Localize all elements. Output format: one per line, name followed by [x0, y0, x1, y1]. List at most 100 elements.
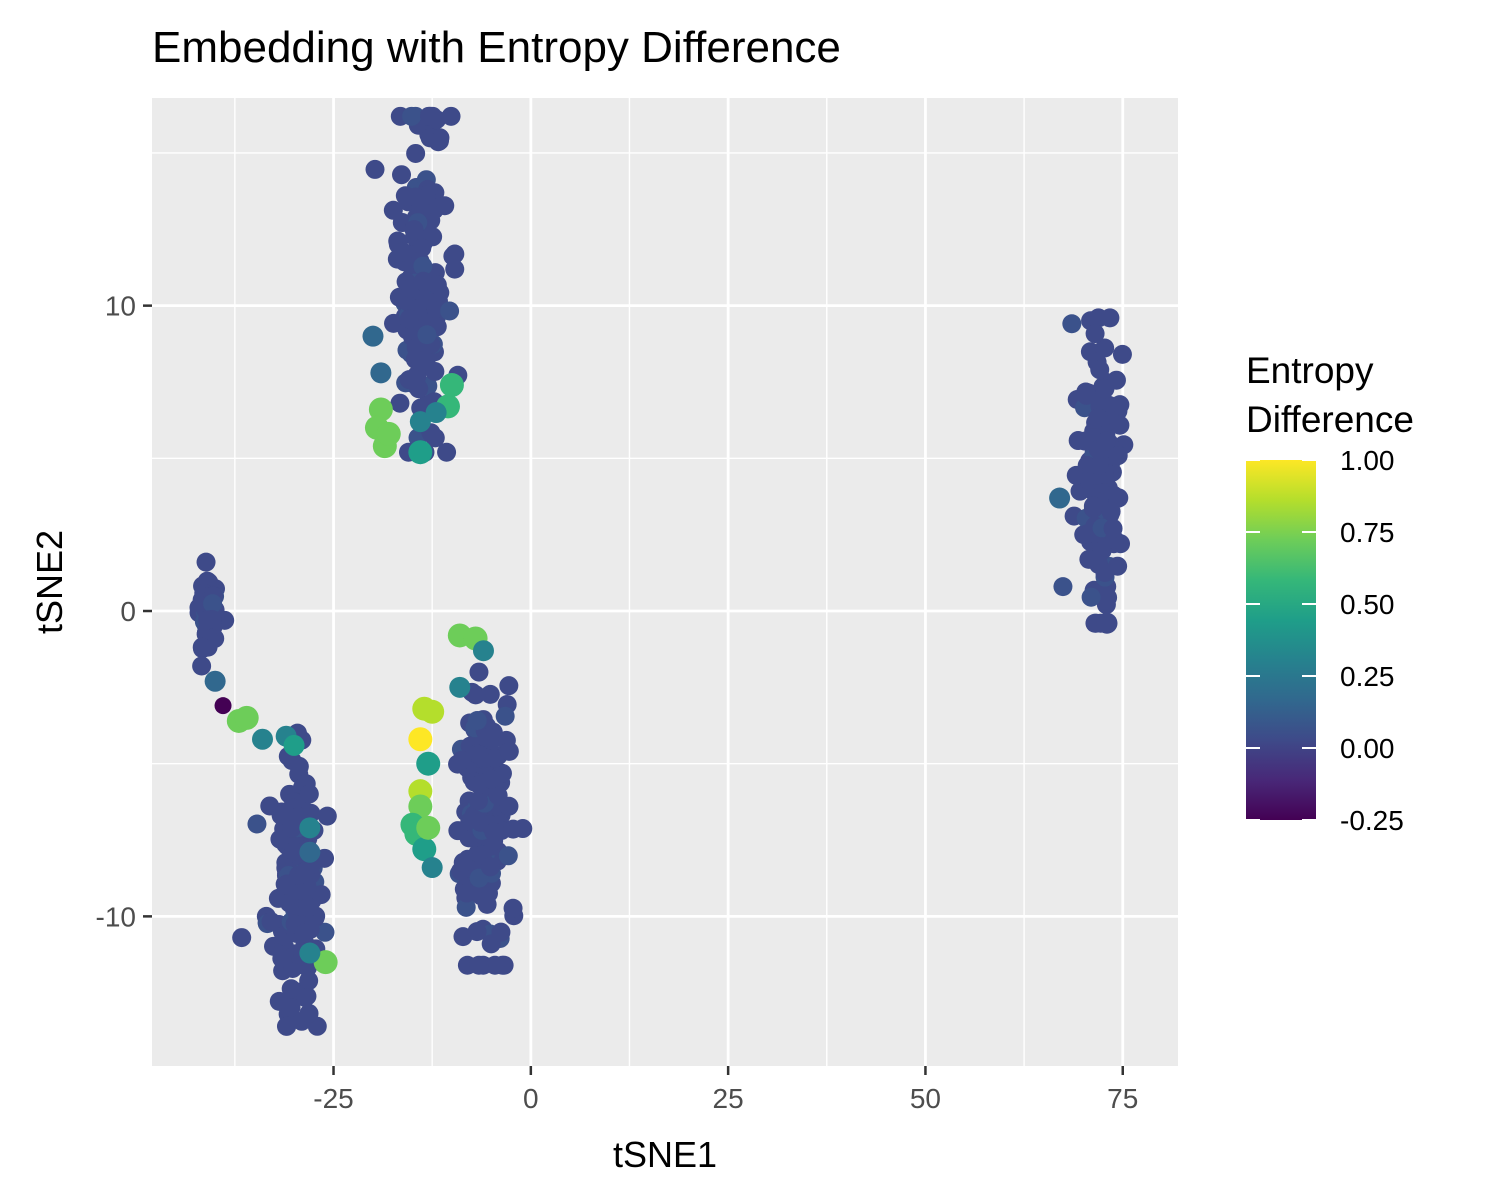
- y-tick-label: 0: [120, 596, 136, 627]
- scatter-point-highlight: [449, 676, 471, 698]
- scatter-point: [390, 393, 410, 413]
- scatter-point: [481, 769, 501, 789]
- scatter-point: [196, 552, 216, 572]
- scatter-point: [365, 159, 385, 179]
- scatter-point: [440, 301, 460, 321]
- scatter-point-highlight: [362, 325, 384, 347]
- scatter-point-highlight: [370, 362, 392, 384]
- scatter-point-highlight: [420, 699, 445, 724]
- scatter-point: [1108, 446, 1128, 466]
- scatter-point: [1076, 385, 1096, 405]
- scatter-point: [404, 220, 424, 240]
- scatter-point: [503, 898, 523, 918]
- scatter-point: [289, 756, 309, 776]
- scatter-point: [480, 857, 500, 877]
- scatter-point: [1089, 455, 1109, 475]
- x-axis: -25 0 25 50 75: [313, 1066, 1138, 1114]
- scatter-point: [281, 979, 301, 999]
- legend-label: 0.25: [1340, 661, 1395, 692]
- grid-minor: [152, 98, 1178, 1066]
- scatter-point: [1090, 360, 1110, 380]
- scatter-point-highlight: [408, 794, 433, 819]
- scatter-point: [445, 259, 465, 279]
- scatter-point: [271, 805, 291, 825]
- scatter-point: [1081, 587, 1101, 607]
- scatter-point-highlight: [412, 837, 437, 862]
- scatter-point: [1062, 314, 1082, 334]
- legend-label: 0.50: [1340, 589, 1395, 620]
- legend-label: 0.00: [1340, 733, 1395, 764]
- scatter-point: [198, 610, 218, 630]
- scatter-point-highlight: [376, 421, 401, 446]
- x-axis-title: tSNE1: [613, 1134, 717, 1175]
- scatter-point: [457, 883, 477, 903]
- scatter-point: [192, 637, 212, 657]
- scatter-point: [417, 325, 437, 345]
- scatter-point: [499, 741, 519, 761]
- scatter-point: [478, 883, 498, 903]
- y-tick-label: 10: [105, 291, 136, 322]
- scatter-point-highlight: [416, 815, 441, 840]
- colorbar-legend: Entropy Difference 1.00 0.75 0.50 0.25 0.00 -…: [1246, 350, 1414, 836]
- scatter-point: [1095, 562, 1115, 582]
- scatter-point: [435, 196, 455, 216]
- scatter-point: [419, 106, 439, 126]
- x-tick-label: 25: [713, 1083, 744, 1114]
- scatter-point: [315, 922, 335, 942]
- x-tick-label: 50: [910, 1083, 941, 1114]
- scatter-point: [425, 361, 445, 381]
- scatter-point: [452, 750, 472, 770]
- scatter-point-highlight: [1049, 487, 1071, 509]
- scatter-point: [498, 846, 518, 866]
- grid-major: [152, 98, 1178, 1066]
- scatter-point: [469, 662, 489, 682]
- scatter-point: [469, 955, 489, 975]
- scatter-point: [1053, 577, 1073, 597]
- scatter-point-highlight: [299, 817, 321, 839]
- scatter-point-highlight: [204, 670, 226, 692]
- scatter-point: [294, 923, 314, 943]
- scatter-point: [295, 862, 315, 882]
- scatter-point: [383, 200, 403, 220]
- scatter-point: [1095, 338, 1115, 358]
- scatter-point: [479, 727, 499, 747]
- scatter-point: [261, 912, 281, 932]
- scatter-point: [284, 841, 304, 861]
- scatter-point: [317, 806, 337, 826]
- scatter-point: [1110, 395, 1130, 415]
- scatter-point: [203, 594, 223, 614]
- scatter-point: [499, 676, 519, 696]
- scatter-point: [1103, 518, 1123, 538]
- legend-label: 0.75: [1340, 517, 1395, 548]
- x-tick-label: 0: [523, 1083, 539, 1114]
- y-axis: -10 0 10: [96, 291, 152, 932]
- scatter-point-highlight: [299, 942, 321, 964]
- scatter-point: [480, 684, 500, 704]
- scatter-point-highlight: [416, 751, 441, 776]
- scatter-point-highlight: [214, 697, 232, 715]
- scatter-point: [427, 275, 447, 295]
- scatter-point-highlight: [425, 402, 447, 424]
- scatter-point-highlight: [421, 857, 443, 879]
- y-axis-title: tSNE2: [29, 530, 70, 634]
- scatter-point: [299, 971, 319, 991]
- scatter-point: [428, 132, 448, 152]
- scatter-point: [1100, 308, 1120, 328]
- scatter-point-highlight: [368, 397, 393, 422]
- scatter-point: [402, 106, 422, 126]
- legend-label: 1.00: [1340, 445, 1395, 476]
- scatter-point: [1101, 502, 1121, 522]
- scatter-point: [232, 928, 252, 948]
- scatter-point: [406, 367, 426, 387]
- scatter-point: [495, 706, 515, 726]
- scatter-point: [272, 948, 292, 968]
- colorbar: [1246, 460, 1316, 820]
- x-tick-label: -25: [313, 1083, 353, 1114]
- scatter-point: [299, 1003, 319, 1023]
- scatter-point: [469, 745, 489, 765]
- scatter-point-highlight: [299, 841, 321, 863]
- scatter-point: [448, 821, 468, 841]
- scatter-point-highlight: [409, 411, 431, 433]
- scatter-point: [484, 822, 504, 842]
- scatter-point: [453, 852, 473, 872]
